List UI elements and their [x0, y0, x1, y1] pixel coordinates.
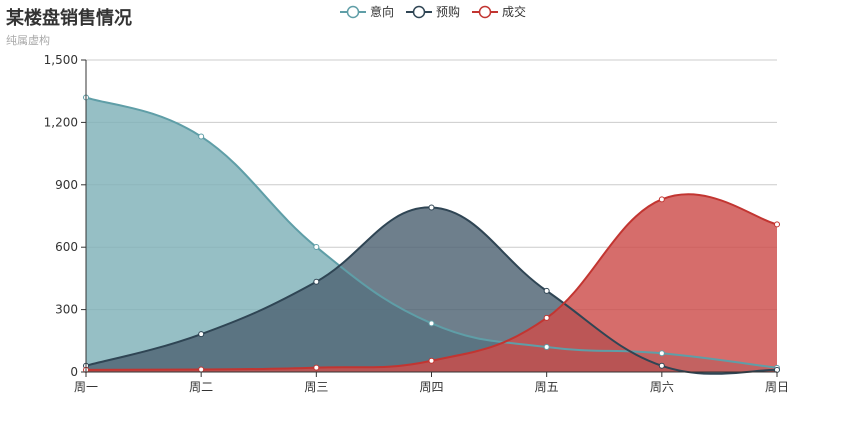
series-area-0 [86, 97, 777, 372]
axes: 0 300 600 900 1,200 1,500 周一 周二 周三 周四 周五 周六 周日 [44, 53, 789, 394]
legend-marker [346, 5, 360, 19]
chart-subtitle: 纯属虚构 [6, 34, 50, 47]
data-point[interactable] [658, 196, 665, 203]
legend-item-0[interactable]: 意向 [340, 4, 394, 19]
x-tick-label: 周二 [189, 380, 213, 394]
x-tick-label: 周日 [765, 380, 789, 394]
series-area-2 [86, 194, 777, 372]
legend-label: 预购 [436, 4, 460, 19]
y-tick-label: 1,200 [44, 115, 78, 129]
legend-marker [412, 5, 426, 19]
chart-title: 某楼盘销售情况 [6, 8, 132, 29]
series-area-1 [86, 207, 777, 374]
legend-marker [478, 5, 492, 19]
series-areas [86, 97, 777, 374]
x-tick-label: 周一 [74, 380, 98, 394]
y-tick-label: 900 [55, 178, 78, 192]
data-point[interactable] [198, 366, 205, 373]
legend-label: 成交 [502, 4, 526, 19]
legend-label: 意向 [370, 4, 394, 19]
data-point[interactable] [543, 287, 550, 294]
data-point[interactable] [774, 221, 780, 228]
legend: 意向 预购 成交 [340, 4, 526, 19]
x-tick-label: 周五 [535, 380, 559, 394]
data-point[interactable] [428, 357, 435, 364]
data-point[interactable] [198, 133, 205, 140]
data-point[interactable] [428, 320, 435, 327]
y-tick-label: 0 [70, 365, 78, 379]
data-point[interactable] [198, 331, 205, 338]
legend-item-2[interactable]: 成交 [472, 4, 526, 19]
data-point[interactable] [428, 204, 435, 211]
legend-item-1[interactable]: 预购 [406, 4, 460, 19]
x-tick-label: 周三 [304, 380, 328, 394]
data-point[interactable] [313, 243, 320, 250]
data-point[interactable] [543, 344, 550, 351]
data-point[interactable] [543, 314, 550, 321]
x-tick-label: 周六 [650, 380, 674, 394]
x-tick-label: 周四 [419, 380, 443, 394]
y-tick-label: 1,500 [44, 53, 78, 67]
y-tick-label: 300 [55, 303, 78, 317]
data-point[interactable] [313, 364, 320, 371]
data-point[interactable] [658, 362, 665, 369]
data-point[interactable] [658, 350, 665, 357]
data-point[interactable] [313, 278, 320, 285]
y-tick-label: 600 [55, 240, 78, 254]
